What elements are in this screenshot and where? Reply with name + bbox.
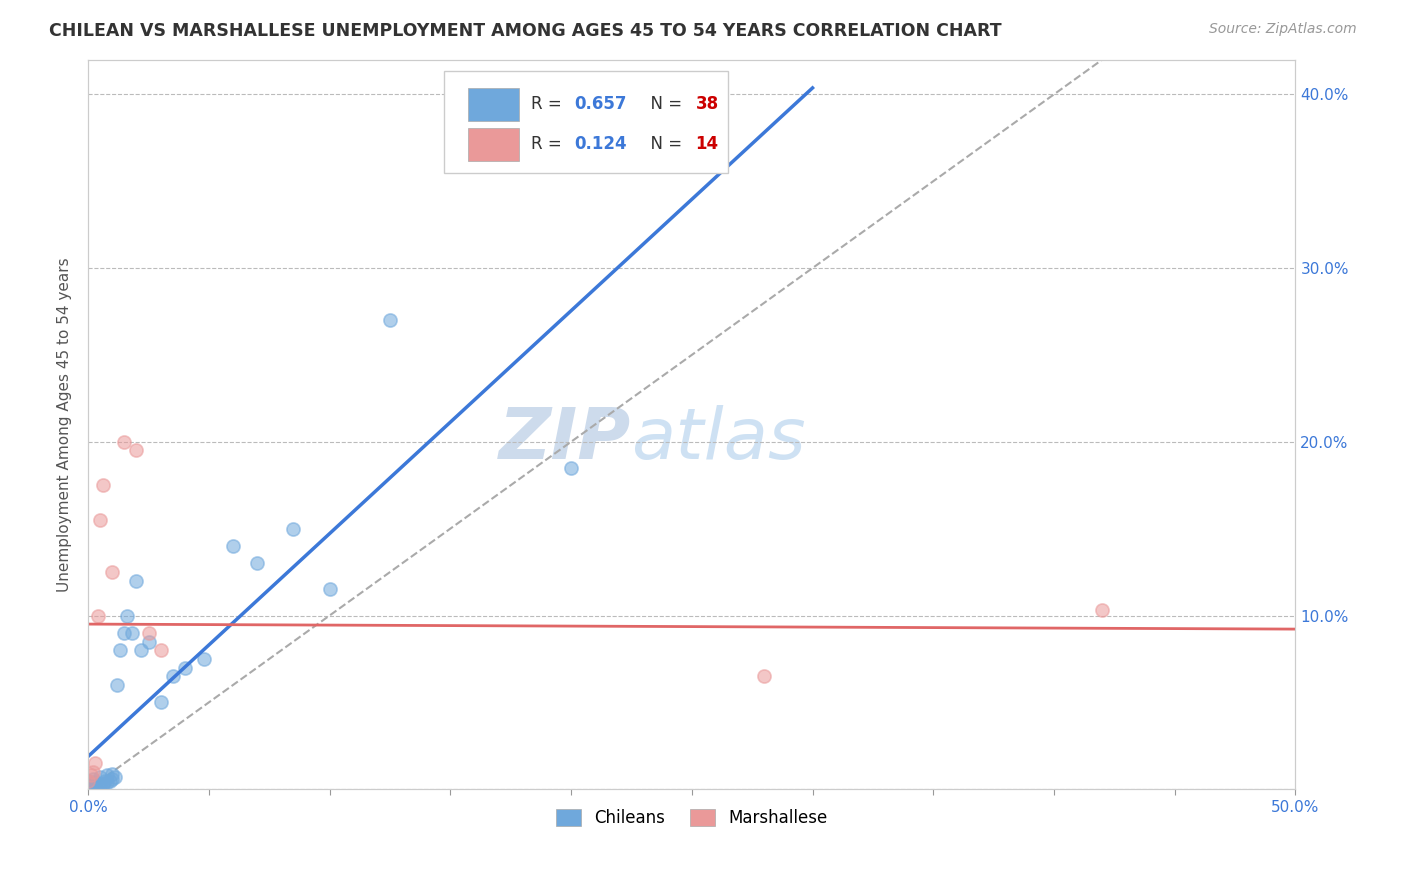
- Point: [193, 652, 215, 666]
- Point: [89, 770, 111, 784]
- Point: [125, 574, 148, 588]
- Point: [754, 669, 776, 683]
- Point: [138, 625, 160, 640]
- Point: [89, 513, 111, 527]
- Point: [84, 775, 107, 789]
- Point: [125, 443, 148, 458]
- Point: [162, 669, 184, 683]
- Y-axis label: Unemployment Among Ages 45 to 54 years: Unemployment Among Ages 45 to 54 years: [58, 257, 72, 591]
- Point: [94, 773, 117, 788]
- Point: [246, 557, 269, 571]
- Point: [101, 766, 124, 780]
- Point: [108, 643, 131, 657]
- Point: [149, 643, 172, 657]
- Point: [112, 434, 135, 449]
- Point: [96, 768, 118, 782]
- Point: [560, 460, 582, 475]
- Point: [98, 773, 121, 788]
- FancyBboxPatch shape: [468, 87, 519, 121]
- Point: [89, 779, 111, 793]
- Point: [87, 777, 110, 791]
- Point: [104, 770, 127, 784]
- Text: CHILEAN VS MARSHALLESE UNEMPLOYMENT AMONG AGES 45 TO 54 YEARS CORRELATION CHART: CHILEAN VS MARSHALLESE UNEMPLOYMENT AMON…: [49, 22, 1002, 40]
- Text: R =: R =: [531, 136, 567, 153]
- Point: [82, 764, 104, 779]
- Text: atlas: atlas: [631, 404, 806, 474]
- Point: [77, 773, 100, 788]
- Point: [1091, 603, 1114, 617]
- Point: [87, 608, 110, 623]
- Point: [79, 768, 101, 782]
- Text: ZIP: ZIP: [499, 404, 631, 474]
- Point: [84, 756, 107, 771]
- Point: [378, 313, 401, 327]
- Point: [112, 625, 135, 640]
- Point: [77, 779, 100, 793]
- Point: [105, 678, 128, 692]
- Point: [318, 582, 340, 597]
- Text: N =: N =: [640, 95, 688, 113]
- Point: [91, 777, 114, 791]
- Point: [149, 695, 172, 709]
- Point: [82, 779, 104, 793]
- Point: [138, 634, 160, 648]
- Text: 38: 38: [696, 95, 718, 113]
- Point: [77, 773, 100, 788]
- Point: [79, 777, 101, 791]
- Text: 0.124: 0.124: [575, 136, 627, 153]
- Point: [129, 643, 152, 657]
- Legend: Chileans, Marshallese: Chileans, Marshallese: [547, 801, 837, 836]
- Point: [96, 775, 118, 789]
- Text: R =: R =: [531, 95, 567, 113]
- Point: [91, 478, 114, 492]
- Point: [283, 522, 305, 536]
- Point: [222, 539, 245, 553]
- Point: [84, 780, 107, 795]
- Point: [101, 772, 124, 786]
- FancyBboxPatch shape: [468, 128, 519, 161]
- FancyBboxPatch shape: [444, 70, 728, 173]
- Point: [115, 608, 138, 623]
- Text: Source: ZipAtlas.com: Source: ZipAtlas.com: [1209, 22, 1357, 37]
- Text: 0.657: 0.657: [575, 95, 627, 113]
- Point: [101, 565, 124, 579]
- Point: [82, 772, 104, 786]
- Point: [77, 782, 100, 797]
- Text: N =: N =: [640, 136, 688, 153]
- Text: 14: 14: [696, 136, 718, 153]
- Point: [79, 780, 101, 795]
- Point: [173, 660, 195, 674]
- Point: [121, 625, 143, 640]
